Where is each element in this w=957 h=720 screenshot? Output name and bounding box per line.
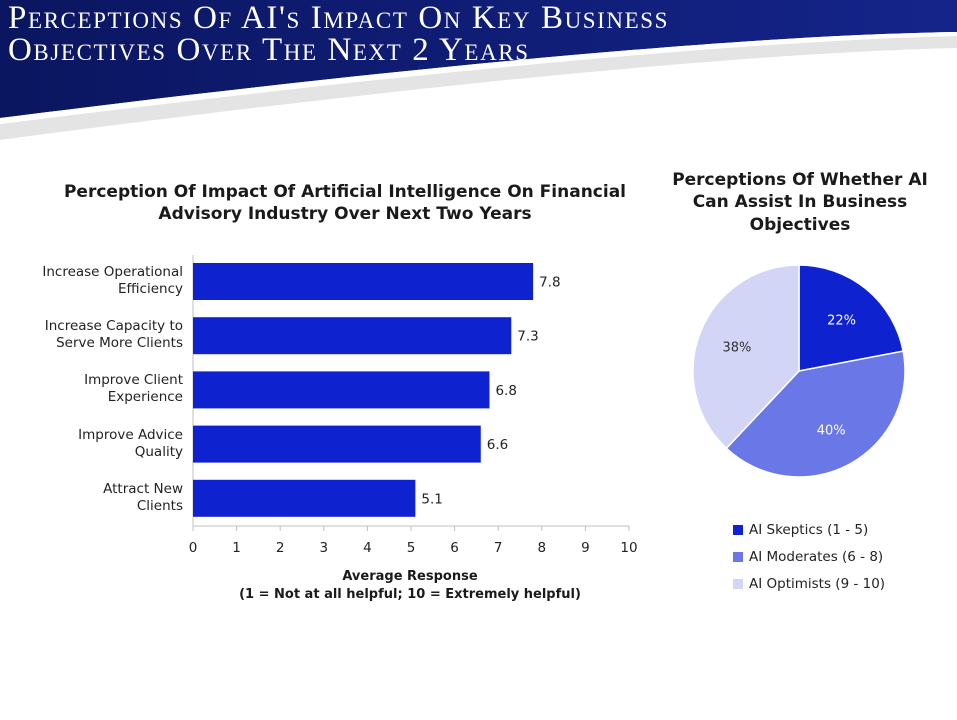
bar-category-label: Increase Capacity to Serve More Clients (8, 318, 183, 352)
bar-data-label: 6.6 (487, 437, 508, 453)
x-tick-label: 0 (189, 540, 198, 556)
bar-data-label: 7.3 (517, 329, 538, 345)
bar (193, 263, 534, 300)
bar-category-label-line: Efficiency (117, 281, 183, 297)
legend-item: AI Moderates (6 - 8) (733, 543, 885, 570)
x-tick-label: 7 (494, 540, 503, 556)
x-tick-label: 3 (320, 540, 329, 556)
bar-data-label: 5.1 (421, 491, 442, 507)
pie-chart-title: Perceptions Of Whether AI Can Assist In … (672, 170, 928, 235)
bar (193, 479, 416, 517)
bar-data-label: 7.8 (539, 275, 560, 291)
bar-category-label-line: Increase Capacity to (44, 318, 183, 335)
slide-title-line-1: Perceptions Of AI's Impact On Key Busine… (8, 0, 670, 36)
x-tick-label: 10 (620, 540, 637, 556)
pie-slice (692, 264, 800, 450)
pie-slice-label: 40% (817, 424, 846, 439)
x-tick-label: 9 (581, 540, 590, 556)
x-tick-label: 4 (363, 540, 372, 556)
x-axis-title-line-1: Average Response (342, 569, 478, 584)
bar-chart-title: Perception Of Impact Of Artificial Intel… (63, 182, 627, 225)
bar-category-label: Attract New Clients (8, 481, 183, 515)
legend-item: AI Skeptics (1 - 5) (733, 516, 885, 543)
bar-category-label: Improve Client Experience (8, 372, 183, 406)
legend-label: AI Moderates (6 - 8) (749, 548, 884, 565)
legend-item: AI Optimists (9 - 10) (733, 570, 885, 597)
x-axis-title: Average Response (1 = Not at all helpful… (190, 568, 630, 604)
legend-label: AI Skeptics (1 - 5) (749, 521, 869, 538)
legend-swatch (733, 524, 743, 535)
bar (193, 425, 481, 463)
slide-title-line-2: Objectives Over The Next 2 Years (8, 32, 530, 68)
pie-slice (798, 264, 904, 372)
bar (193, 317, 512, 355)
bar-data-label: 6.8 (495, 383, 516, 399)
bar-category-label-line: Increase Operational (42, 264, 183, 280)
bar-category-label-line: Clients (136, 497, 183, 514)
title-banner (0, 0, 957, 140)
x-tick-label: 8 (538, 540, 547, 556)
x-tick-label: 5 (407, 540, 416, 556)
pie-slice-label: 22% (827, 314, 856, 329)
pie-slice-label: 38% (722, 340, 751, 355)
legend-swatch (733, 551, 743, 562)
bar-category-label-line: Experience (107, 389, 183, 406)
x-tick-label: 1 (232, 540, 241, 556)
bar-category-label-line: Quality (134, 443, 183, 460)
x-axis-title-line-2: (1 = Not at all helpful; 10 = Extremely … (239, 587, 581, 602)
bar-category-label-line: Attract New (103, 480, 183, 497)
legend-swatch (733, 578, 743, 589)
legend-label: AI Optimists (9 - 10) (749, 575, 886, 592)
pie-legend: AI Skeptics (1 - 5) AI Moderates (6 - 8) A… (733, 516, 885, 597)
bar-category-label: Increase Operational Efficiency (8, 264, 183, 298)
x-tick-label: 2 (276, 540, 285, 556)
bar (193, 371, 490, 409)
x-tick-label: 6 (450, 540, 459, 556)
pie-slice (725, 350, 906, 478)
bar-category-label-line: Serve More Clients (56, 335, 183, 352)
bar-category-label-line: Improve Client (84, 372, 183, 389)
bar-category-label-line: Improve Advice (78, 426, 183, 443)
bar-category-label: Improve Advice Quality (8, 427, 183, 461)
